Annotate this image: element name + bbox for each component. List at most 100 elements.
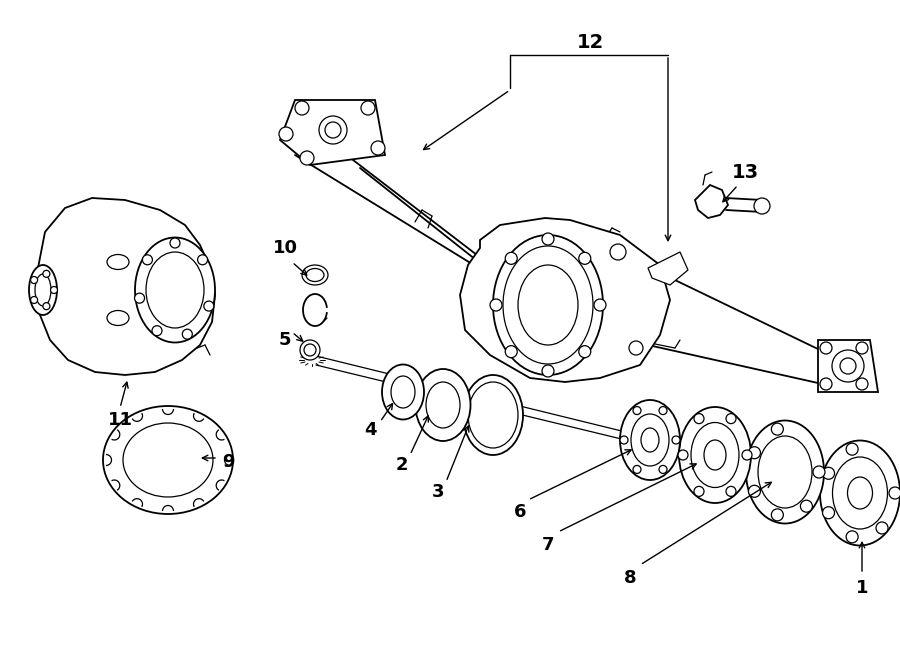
Ellipse shape [107, 254, 129, 270]
Circle shape [361, 101, 375, 115]
Circle shape [672, 436, 680, 444]
Text: 9: 9 [221, 453, 234, 471]
Circle shape [633, 465, 641, 473]
Circle shape [31, 276, 38, 284]
Circle shape [43, 303, 50, 309]
Circle shape [170, 238, 180, 248]
Circle shape [629, 341, 643, 355]
Circle shape [823, 507, 834, 519]
Circle shape [771, 509, 783, 521]
Circle shape [742, 450, 752, 460]
Circle shape [876, 522, 888, 534]
Circle shape [659, 465, 667, 473]
Ellipse shape [641, 428, 659, 452]
Circle shape [300, 340, 320, 360]
Circle shape [505, 253, 518, 264]
Circle shape [610, 244, 626, 260]
Circle shape [749, 485, 760, 497]
Ellipse shape [832, 457, 887, 529]
Ellipse shape [468, 382, 518, 448]
Circle shape [856, 378, 868, 390]
Ellipse shape [35, 274, 51, 306]
Circle shape [505, 346, 518, 358]
Text: 10: 10 [273, 239, 298, 257]
Circle shape [620, 436, 628, 444]
Polygon shape [648, 252, 688, 285]
Circle shape [771, 423, 783, 435]
Ellipse shape [391, 376, 415, 408]
Ellipse shape [848, 477, 872, 509]
Ellipse shape [620, 400, 680, 480]
Ellipse shape [306, 268, 324, 282]
Circle shape [304, 344, 316, 356]
Circle shape [856, 342, 868, 354]
Circle shape [490, 299, 502, 311]
Ellipse shape [679, 407, 751, 503]
Ellipse shape [758, 436, 812, 508]
Circle shape [371, 141, 385, 155]
Ellipse shape [426, 382, 460, 428]
Text: 3: 3 [432, 483, 445, 501]
Polygon shape [818, 340, 878, 392]
Ellipse shape [123, 423, 213, 497]
Circle shape [579, 346, 590, 358]
Ellipse shape [518, 265, 578, 345]
Circle shape [43, 270, 50, 278]
Circle shape [279, 127, 293, 141]
Ellipse shape [631, 414, 669, 466]
Circle shape [846, 531, 858, 543]
Ellipse shape [746, 420, 824, 524]
Ellipse shape [146, 252, 204, 328]
Circle shape [726, 414, 736, 424]
Polygon shape [37, 198, 215, 375]
Circle shape [846, 443, 858, 455]
Circle shape [749, 447, 760, 459]
Ellipse shape [135, 237, 215, 342]
Ellipse shape [382, 364, 424, 420]
Circle shape [633, 407, 641, 414]
Circle shape [889, 487, 900, 499]
Text: 11: 11 [107, 411, 132, 429]
Circle shape [542, 233, 554, 245]
Circle shape [820, 378, 832, 390]
Ellipse shape [416, 369, 471, 441]
Ellipse shape [820, 440, 900, 545]
Circle shape [659, 407, 667, 414]
Circle shape [594, 299, 606, 311]
Circle shape [325, 122, 341, 138]
Ellipse shape [503, 246, 593, 364]
Text: 12: 12 [576, 32, 604, 52]
Circle shape [840, 358, 856, 374]
Text: 4: 4 [364, 421, 376, 439]
Polygon shape [460, 218, 670, 382]
Circle shape [183, 329, 193, 339]
Circle shape [726, 486, 736, 496]
Circle shape [134, 293, 145, 303]
Ellipse shape [302, 265, 328, 285]
Polygon shape [695, 185, 728, 218]
Text: 2: 2 [396, 456, 409, 474]
Circle shape [542, 365, 554, 377]
Circle shape [694, 486, 704, 496]
Circle shape [31, 297, 38, 303]
Circle shape [579, 253, 590, 264]
Circle shape [813, 466, 825, 478]
Ellipse shape [463, 375, 523, 455]
Circle shape [754, 198, 770, 214]
Circle shape [142, 254, 152, 265]
Circle shape [800, 500, 813, 512]
Circle shape [823, 467, 834, 479]
Ellipse shape [103, 406, 233, 514]
Circle shape [678, 450, 688, 460]
Ellipse shape [29, 265, 57, 315]
Ellipse shape [493, 235, 603, 375]
Circle shape [198, 254, 208, 265]
Circle shape [152, 326, 162, 336]
Text: 1: 1 [856, 579, 868, 597]
Ellipse shape [474, 389, 512, 441]
Ellipse shape [691, 422, 739, 488]
Text: 13: 13 [732, 163, 759, 182]
Text: 8: 8 [624, 569, 636, 587]
Circle shape [694, 414, 704, 424]
Circle shape [832, 350, 864, 382]
